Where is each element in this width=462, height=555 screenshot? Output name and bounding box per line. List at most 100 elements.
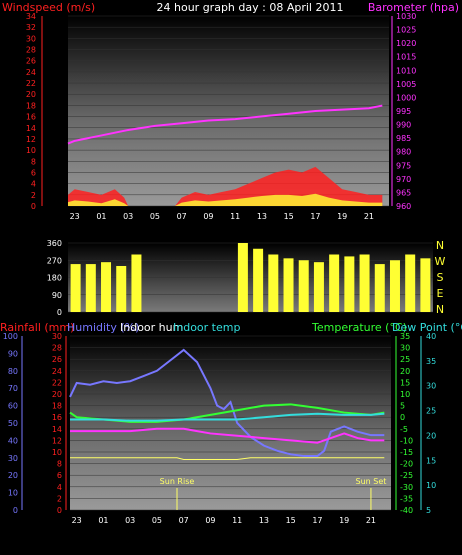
wind-tick-label: 0 xyxy=(31,202,36,211)
baro-tick-label: 1025 xyxy=(396,26,416,35)
x-tick-label: 19 xyxy=(339,516,349,525)
wind-tick-label: 20 xyxy=(26,90,36,99)
dew-tick-label: 30 xyxy=(426,382,436,391)
rain-tick-label: 26 xyxy=(52,355,62,364)
wind-baro-panel xyxy=(68,16,389,206)
wind-tick-label: 22 xyxy=(26,79,36,88)
wind-tick-label: 16 xyxy=(26,113,36,122)
temp-tick-label: 15 xyxy=(400,378,410,387)
x-tick-label: 05 xyxy=(152,516,162,525)
direction-bar xyxy=(420,258,431,312)
humidity-tick-label: 30 xyxy=(8,454,18,463)
humidity-tick-label: 20 xyxy=(8,471,18,480)
rain-tick-label: 28 xyxy=(52,344,62,353)
direction-bar xyxy=(298,260,309,312)
direction-bar xyxy=(237,243,248,312)
x-tick-label: 23 xyxy=(70,212,80,221)
humidity-tick-label: 60 xyxy=(8,402,18,411)
humidity-tick-label: 90 xyxy=(8,349,18,358)
humidity-tick-label: 40 xyxy=(8,436,18,445)
legend-humidity: Humidity (%) xyxy=(67,321,139,334)
humidity-tick-label: 0 xyxy=(13,506,18,515)
wind-tick-label: 12 xyxy=(26,135,36,144)
wind-tick-label: 28 xyxy=(26,46,36,55)
dir-tick-label: 90 xyxy=(52,291,62,300)
legend-rainfall: Rainfall (mm) xyxy=(0,321,74,334)
x-tick-label: 07 xyxy=(179,516,189,525)
dewpoint-line xyxy=(70,427,385,444)
baro-tick-label: 1030 xyxy=(396,12,416,21)
humidity-line xyxy=(69,348,385,458)
dew-tick-label: 15 xyxy=(426,456,436,465)
humidity-tick-label: 70 xyxy=(8,384,18,393)
graph-title: 24 hour graph day : 08 April 2011 xyxy=(157,1,344,14)
baro-tick-label: 1010 xyxy=(396,66,416,75)
rain-tick-label: 4 xyxy=(57,483,62,492)
wind-tick-label: 6 xyxy=(31,168,36,177)
rain-tick-label: 30 xyxy=(52,332,62,341)
compass-label: N xyxy=(436,239,444,252)
dew-tick-label: 25 xyxy=(426,407,436,416)
baro-tick-label: 975 xyxy=(396,161,411,170)
wind-tick-label: 14 xyxy=(26,124,36,133)
baro-tick-label: 960 xyxy=(396,202,411,211)
dew-tick-label: 5 xyxy=(426,506,431,515)
wind-tick-label: 2 xyxy=(31,191,36,200)
temp-tick-label: 0 xyxy=(400,413,405,422)
direction-bar xyxy=(313,262,324,312)
rain-tick-label: 20 xyxy=(52,390,62,399)
wind-tick-label: 18 xyxy=(26,101,36,110)
rain-tick-label: 8 xyxy=(57,460,62,469)
temp-tick-label: -10 xyxy=(400,436,413,445)
baro-tick-label: 1000 xyxy=(396,93,416,102)
rain-tick-label: 22 xyxy=(52,378,62,387)
compass-label: N xyxy=(436,303,444,316)
direction-bar xyxy=(283,258,294,312)
wind-avg-area xyxy=(68,193,383,206)
sun-label: Sun Rise xyxy=(160,477,195,486)
x-tick-label: 13 xyxy=(257,212,267,221)
wind-tick-label: 8 xyxy=(31,157,36,166)
wind-tick-label: 26 xyxy=(26,57,36,66)
x-tick-label: 01 xyxy=(98,516,108,525)
rain_level-line xyxy=(70,457,385,461)
direction-bar xyxy=(359,254,370,312)
dew-tick-label: 35 xyxy=(426,357,436,366)
wind-tick-label: 24 xyxy=(26,68,36,77)
baro-tick-label: 970 xyxy=(396,175,411,184)
x-tick-label: 07 xyxy=(177,212,187,221)
x-tick-label: 01 xyxy=(96,212,106,221)
x-tick-label: 13 xyxy=(259,516,269,525)
rain-tick-label: 24 xyxy=(52,367,62,376)
x-tick-label: 17 xyxy=(310,212,320,221)
direction-bar xyxy=(85,264,96,312)
baro-tick-label: 965 xyxy=(396,188,411,197)
humidity-tick-label: 100 xyxy=(3,332,18,341)
barometer-line xyxy=(67,104,383,145)
indoor_temp-line xyxy=(70,412,385,422)
direction-bar xyxy=(344,256,355,312)
rain-tick-label: 10 xyxy=(52,448,62,457)
baro-tick-label: 990 xyxy=(396,121,411,130)
x-tick-label: 15 xyxy=(284,212,294,221)
compass-label: S xyxy=(437,271,444,284)
temp-tick-label: -5 xyxy=(400,425,408,434)
wind-tick-label: 30 xyxy=(26,34,36,43)
humidity-tick-label: 80 xyxy=(8,367,18,376)
direction-bar xyxy=(101,262,112,312)
dir-tick-label: 360 xyxy=(47,239,62,248)
x-tick-label: 03 xyxy=(125,516,135,525)
windspeed-title: Windspeed (m/s) xyxy=(2,1,95,14)
rain-tick-label: 14 xyxy=(52,425,62,434)
rain-temp-panel xyxy=(70,336,391,510)
rain-tick-label: 2 xyxy=(57,494,62,503)
dir-tick-label: 0 xyxy=(57,308,62,317)
direction-bar xyxy=(253,248,264,312)
x-tick-label: 05 xyxy=(150,212,160,221)
dir-tick-label: 180 xyxy=(47,274,62,283)
wind-tick-label: 4 xyxy=(31,180,36,189)
dir-tick-label: 270 xyxy=(47,256,62,265)
legend-indoor-temp: Indoor temp xyxy=(173,321,240,334)
legend-temperature: Temperature (°C) xyxy=(311,321,407,334)
temp-tick-label: -15 xyxy=(400,448,413,457)
